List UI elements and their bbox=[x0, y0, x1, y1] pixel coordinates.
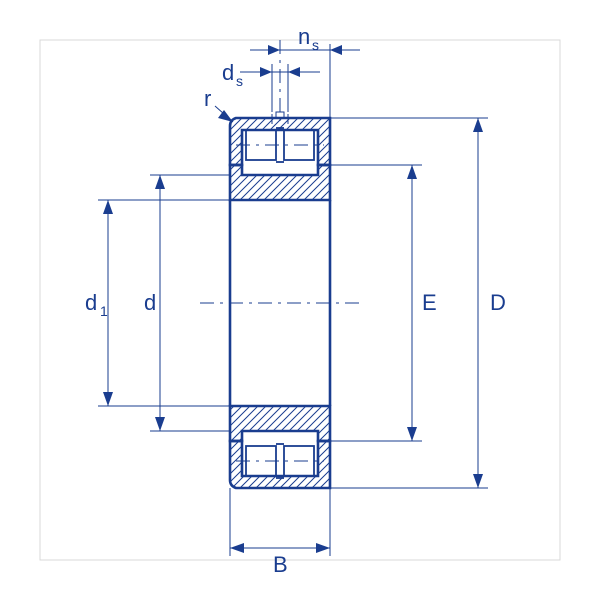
dim-r: r bbox=[204, 86, 233, 122]
outer-ring-top bbox=[230, 118, 330, 165]
bearing-diagram: D E d d 1 B bbox=[0, 0, 600, 600]
label-D: D bbox=[490, 290, 506, 315]
outer-ring-bot bbox=[230, 441, 330, 488]
label-d1: d bbox=[85, 290, 97, 315]
label-nss: s bbox=[312, 37, 319, 53]
label-ns: n bbox=[298, 24, 310, 49]
label-B: B bbox=[273, 552, 288, 577]
label-d1s: 1 bbox=[100, 303, 108, 319]
inner-ring-bot bbox=[230, 406, 330, 441]
dim-ds: d s bbox=[222, 60, 320, 112]
label-dss: s bbox=[236, 73, 243, 89]
inner-ring-top bbox=[230, 165, 330, 200]
label-d: d bbox=[144, 290, 156, 315]
label-ds: d bbox=[222, 60, 234, 85]
label-E: E bbox=[422, 290, 437, 315]
label-r: r bbox=[204, 86, 211, 111]
dim-d: d bbox=[144, 175, 230, 431]
dim-B: B bbox=[230, 488, 330, 577]
